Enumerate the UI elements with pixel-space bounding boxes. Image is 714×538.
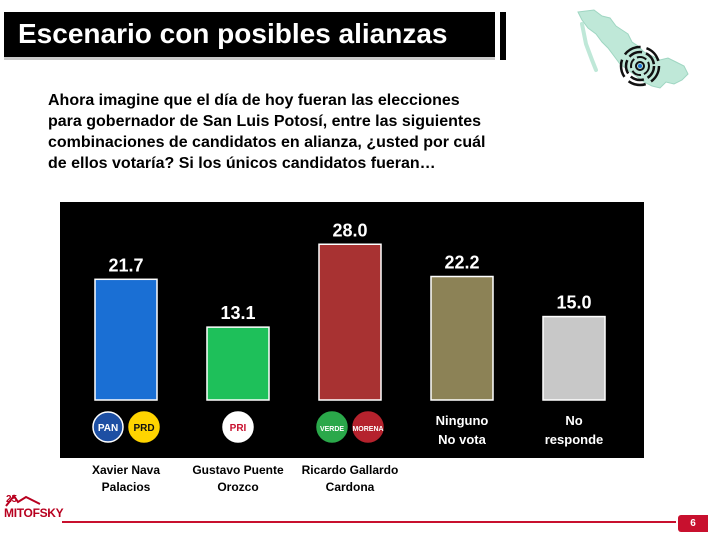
party-logo-pri-icon (222, 411, 254, 443)
bar-3 (318, 243, 382, 401)
footer-rule (62, 521, 676, 523)
party-logo-morena-icon (352, 411, 384, 443)
bar-2 (206, 326, 270, 401)
question-line-3: combinaciones de candidatos en alianza, … (48, 134, 486, 151)
party-logo-text-pri: PRI (230, 423, 247, 434)
logo-text: MITOFSKY (4, 506, 64, 520)
category-inline-label-5-1: No (565, 413, 582, 428)
value-label-5: 15.0 (556, 293, 591, 313)
bar-chart: 21.7 PAN PRD 13.1 PRI 28.0 VERDE MORENA 22.2 Ning… (60, 202, 644, 458)
party-logo-prd-icon (128, 411, 160, 443)
category-label-nava: Xavier Nava Palacios (91, 463, 161, 494)
category-inline-label-5-2: responde (545, 432, 604, 447)
value-label-4: 22.2 (444, 253, 479, 273)
mitofsky-logo: 25 MITOFSKY (4, 494, 64, 524)
party-logo-text-verde: VERDE (320, 426, 344, 433)
party-logo-pan-icon (92, 411, 124, 443)
page-title: Escenario con posibles alianzas (18, 18, 448, 49)
party-logo-text-pan: PAN (98, 423, 118, 434)
logo-mark-icon (5, 494, 41, 507)
category-labels: Xavier Nava Palacios Gustavo Puente Oroz… (60, 462, 644, 502)
party-logo-verde-icon (316, 411, 348, 443)
mexico-map-icon (577, 9, 689, 89)
category-label-gallardo: Ricardo Gallardo Cardona (301, 463, 399, 494)
category-inline-label-4-1: Ninguno (436, 413, 489, 428)
value-label-2: 13.1 (220, 303, 255, 323)
question-line-4: de ellos votaría? Si los únicos candidat… (48, 155, 436, 172)
category-label-puente: Gustavo Puente Orozco (192, 463, 284, 494)
bar-5 (542, 315, 606, 401)
question-line-1: Ahora imagine que el día de hoy fueran l… (48, 92, 460, 109)
party-logo-text-morena: MORENA (352, 426, 383, 433)
bar-4 (430, 275, 494, 401)
title-banner: Escenario con posibles alianzas (4, 12, 495, 60)
survey-question: Ahora imagine que el día de hoy fueran l… (48, 90, 548, 174)
value-label-1: 21.7 (108, 255, 143, 275)
question-line-2: para gobernador de San Luis Potosí, entr… (48, 113, 481, 130)
value-label-3: 28.0 (332, 220, 367, 240)
page-number: 6 (678, 515, 708, 532)
bar-1 (94, 278, 158, 401)
party-logo-text-prd: PRD (133, 423, 154, 434)
logo-number: 25 (6, 494, 18, 505)
title-accent-bar (500, 12, 506, 60)
category-inline-label-4-2: No vota (438, 432, 486, 447)
